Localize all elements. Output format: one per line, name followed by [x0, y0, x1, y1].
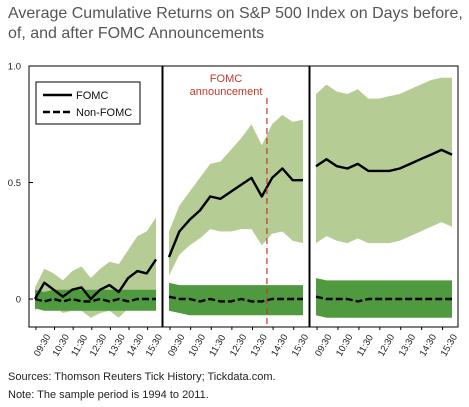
x-tick-label: 11:30: [355, 333, 376, 358]
x-tick-label: 11:30: [69, 333, 90, 358]
announcement-label-line2: announcement: [190, 86, 263, 98]
line-fomc-panel-3: [315, 148, 453, 173]
x-tick-label: 11:30: [207, 333, 228, 358]
legend: FOMC Non-FOMC: [35, 81, 141, 125]
legend-nonfomc-label: Non-FOMC: [76, 107, 132, 119]
x-tick-label: 10:30: [334, 332, 355, 358]
x-tick-label: 15:30: [144, 332, 165, 358]
x-tick-label: 09:30: [32, 332, 53, 358]
band-fomc-panel-2: [169, 114, 303, 276]
x-tick-label: 12:30: [376, 332, 397, 358]
band-fomc-panel-3: [316, 77, 452, 244]
x-tick-label: 09:30: [166, 332, 187, 358]
series-lines: [33, 148, 453, 303]
x-tick-label: 10:30: [51, 332, 72, 358]
x-tick-label: 12:30: [228, 332, 249, 358]
x-tick-label: 10:30: [187, 332, 208, 358]
chart-title: Average Cumulative Returns on S&P 500 In…: [8, 5, 463, 42]
x-tick-label: 14:30: [418, 332, 439, 358]
x-tick-label: 13:30: [397, 332, 418, 358]
band-nonfomc-panel-2: [169, 282, 303, 316]
band-nonfomc-panel-3: [316, 278, 452, 318]
panel-frame-2: [162, 65, 310, 328]
line-nonfomc-panel-3: [315, 295, 452, 303]
legend-box: [35, 81, 141, 125]
x-tick-label: 13:30: [106, 332, 127, 358]
x-tick-label: 14:30: [125, 332, 146, 358]
x-tick-label: 13:30: [249, 332, 270, 358]
announcement-label-line1: FOMC: [210, 73, 242, 85]
x-tick-label: 15:30: [290, 332, 311, 358]
y-tick-label: 0: [16, 295, 21, 306]
line-nonfomc-panel-1: [34, 297, 156, 303]
y-axis: 1.0 0.5 0: [8, 62, 33, 306]
line-fomc-panel-2: [167, 167, 303, 258]
line-nonfomc-panel-2: [168, 295, 303, 303]
legend-fomc-label: FOMC: [76, 90, 108, 102]
line-fomc-panel-1: [33, 258, 157, 301]
panel-frame-3: [309, 65, 459, 328]
y-tick-label: 1.0: [8, 62, 21, 73]
panel-frame-1: [28, 65, 163, 328]
x-tick-label: 14:30: [269, 332, 290, 358]
fomc-announcement-annotation: FOMC announcement: [190, 73, 268, 327]
sample-note: Note: The sample period is 1994 to 2011.: [8, 389, 209, 401]
x-tick-label: 15:30: [439, 332, 460, 358]
confidence-bands: [35, 77, 452, 318]
x-tick-label: 12:30: [88, 332, 109, 358]
y-tick-label: 0.5: [8, 178, 21, 189]
source-note: Sources: Thomson Reuters Tick History; T…: [8, 371, 276, 383]
x-tick-label: 09:30: [313, 332, 334, 358]
panel-frames: [28, 65, 459, 328]
